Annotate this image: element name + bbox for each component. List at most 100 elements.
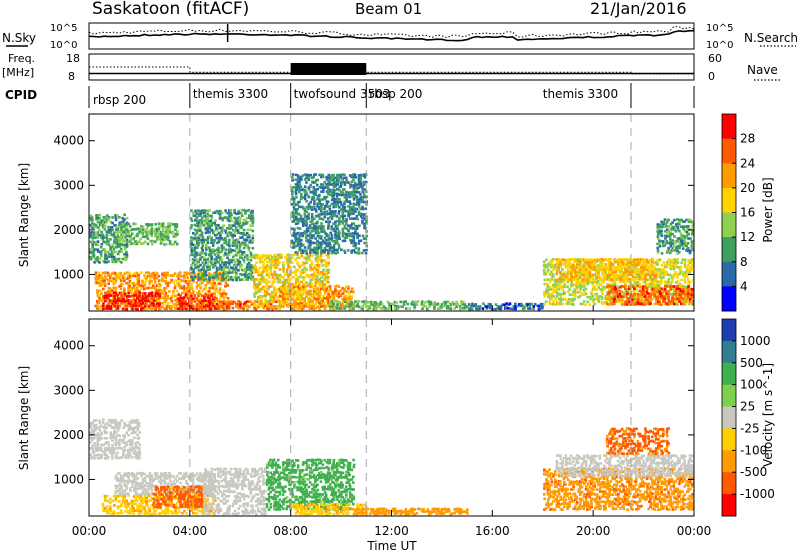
data-cell (449, 305, 452, 308)
data-cell (328, 269, 331, 272)
data-cell (300, 239, 303, 242)
data-cell (338, 198, 341, 201)
data-cell (333, 298, 336, 301)
data-cell (205, 299, 208, 302)
data-cell (233, 217, 236, 220)
data-cell (555, 291, 558, 294)
data-cell (358, 205, 361, 208)
data-cell (264, 293, 267, 296)
data-cell (120, 236, 123, 239)
data-cell (323, 297, 326, 300)
data-cell (104, 248, 107, 251)
data-cell (246, 221, 249, 224)
data-cell (352, 307, 355, 310)
data-cell (315, 247, 318, 250)
data-cell (681, 271, 684, 274)
data-cell (242, 222, 245, 225)
data-cell (271, 259, 274, 262)
data-cell (590, 298, 593, 301)
data-cell (343, 188, 346, 191)
data-cell (311, 254, 314, 257)
data-cell (114, 272, 117, 275)
data-cell (246, 258, 249, 261)
data-cell (115, 287, 118, 290)
data-cell (333, 246, 336, 249)
data-cell (358, 300, 361, 303)
data-cell (198, 290, 201, 293)
data-cell (158, 226, 161, 229)
freq-panel-frame (89, 54, 694, 80)
data-cell (120, 292, 123, 295)
noise-right-top-tick: 10^5 (706, 23, 733, 34)
data-cell (295, 216, 298, 219)
data-cell (406, 303, 409, 306)
data-cell (327, 234, 330, 237)
data-cell (350, 235, 353, 238)
data-cell (309, 259, 312, 262)
data-cell (152, 284, 155, 287)
data-cell (109, 246, 112, 249)
data-cell (329, 205, 332, 208)
data-cell (203, 241, 206, 244)
data-cell (215, 287, 218, 290)
data-cell (316, 179, 319, 182)
data-cell (560, 278, 563, 281)
data-cell (259, 267, 262, 270)
data-cell (365, 195, 368, 198)
data-cell (142, 225, 145, 228)
data-cell (494, 308, 497, 311)
data-cell (343, 250, 346, 253)
data-cell (408, 307, 411, 310)
data-cell (232, 279, 235, 282)
data-cell (545, 300, 548, 303)
station-title: Saskatoon (fitACF) (92, 0, 249, 19)
data-cell (194, 249, 197, 252)
data-cell (559, 303, 562, 306)
data-cell (563, 273, 566, 276)
data-cell (606, 300, 609, 303)
data-cell (178, 282, 181, 285)
data-cell (302, 285, 305, 288)
data-cell (597, 283, 600, 286)
data-cell (327, 290, 330, 293)
data-cell (361, 206, 364, 209)
data-cell (331, 225, 334, 228)
data-cell (354, 300, 357, 303)
data-cell (297, 298, 300, 301)
data-cell (300, 178, 303, 181)
data-cell (205, 227, 208, 230)
data-cell (151, 291, 154, 294)
data-cell (108, 292, 111, 295)
data-cell (297, 174, 300, 177)
data-cell (287, 281, 290, 284)
data-cell (309, 251, 312, 254)
data-cell (278, 262, 281, 265)
data-cell (471, 308, 474, 311)
data-cell (365, 207, 368, 210)
data-cell (211, 295, 214, 298)
data-cell (214, 264, 217, 267)
data-cell (165, 292, 168, 295)
data-cell (110, 307, 113, 310)
data-cell (122, 298, 125, 301)
data-cell (552, 258, 555, 261)
data-cell (478, 307, 481, 310)
data-cell (242, 308, 245, 311)
data-cell (196, 258, 199, 261)
data-cell (146, 228, 149, 231)
data-cell (297, 232, 300, 235)
data-cell (120, 279, 123, 282)
data-cell (167, 236, 170, 239)
data-cell (97, 231, 100, 234)
data-cell (620, 290, 623, 293)
data-cell (159, 284, 162, 287)
data-cell (336, 174, 339, 177)
data-cell (234, 261, 237, 264)
data-cell (666, 271, 669, 274)
data-cell (351, 287, 354, 290)
data-cell (346, 179, 349, 182)
data-cell (128, 292, 131, 295)
data-cell (138, 274, 141, 277)
data-cell (660, 297, 663, 300)
data-cell (354, 173, 357, 176)
